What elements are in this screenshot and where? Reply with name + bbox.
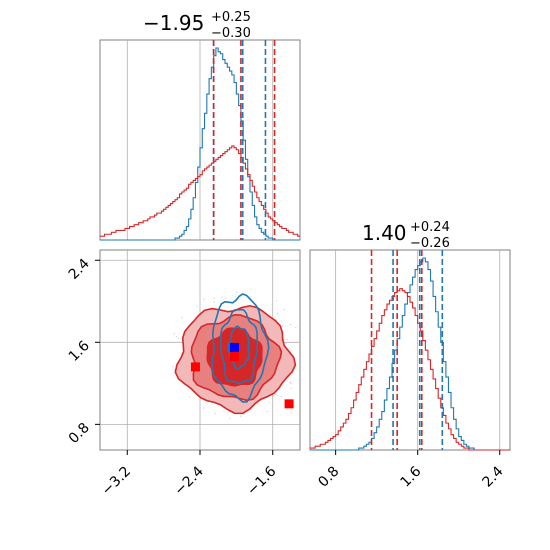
contour-level-1: [210, 293, 270, 403]
x-axis-ticks: 0.8 1.6 2.4: [315, 450, 507, 491]
scatter-point: [295, 327, 297, 329]
scatter-point: [213, 301, 215, 303]
scatter-point: [228, 411, 230, 413]
scatter-point: [281, 325, 284, 327]
scatter-point: [175, 335, 178, 338]
scatter-point: [173, 369, 176, 371]
square-marker: [230, 342, 240, 352]
contour-level-3: [227, 325, 250, 371]
panel-title-upper: +0.25: [211, 10, 251, 25]
scatter-point: [289, 381, 292, 383]
scatter-point: [196, 305, 198, 307]
grid-lines: [335, 250, 501, 450]
x-tick-label: 0.8: [315, 464, 342, 491]
scatter-point: [273, 394, 275, 396]
histogram-panel-param-1: −1.95 +0.25 −0.30: [99, 10, 301, 241]
scatter-point: [268, 401, 270, 403]
contour-panel: −3.2 −2.4 −1.6 0.8 1.6 2.4: [66, 249, 301, 499]
scatter-point: [290, 383, 292, 385]
marker-points: [190, 342, 294, 409]
x-axis-ticks: −3.2 −2.4 −1.6: [99, 450, 280, 499]
scatter-point: [280, 395, 282, 398]
panel-title-median: −1.95: [143, 11, 204, 35]
scatter-point: [286, 338, 288, 341]
square-marker: [284, 399, 294, 409]
scatter-point: [281, 320, 283, 322]
scatter-point: [202, 407, 205, 409]
scatter-point: [285, 342, 287, 345]
scatter-point: [234, 296, 237, 298]
quantile-lines: [212, 40, 276, 240]
scatter-point: [277, 312, 279, 314]
histogram-step-series-1: [310, 257, 510, 451]
square-marker: [230, 352, 240, 362]
panel-title-lower: −0.26: [410, 236, 450, 251]
scatter-point: [240, 415, 242, 417]
scatter-point: [221, 296, 223, 298]
x-tick-label: −2.4: [171, 463, 206, 498]
y-tick-label: 0.8: [66, 420, 93, 447]
scatter-point: [177, 337, 180, 339]
scatter-point: [172, 365, 174, 368]
scatter-point: [274, 393, 277, 396]
scatter-point: [213, 297, 215, 300]
x-tick-label: −3.2: [99, 464, 134, 499]
scatter-point: [275, 319, 278, 321]
panel-title-lower: −0.30: [211, 26, 251, 41]
scatter-point: [275, 300, 278, 302]
scatter-point: [276, 394, 279, 397]
y-axis-ticks: 0.8 1.6 2.4: [66, 256, 100, 447]
scatter-point: [181, 316, 183, 319]
scatter-point: [257, 403, 259, 405]
scatter-point: [203, 298, 205, 300]
y-tick-label: 1.6: [66, 338, 93, 365]
scatter-point: [283, 308, 285, 311]
histogram-step-series-2: [310, 288, 510, 451]
scatter-point: [266, 410, 268, 413]
quantile-lines: [370, 250, 444, 450]
scatter-point: [224, 297, 227, 299]
x-tick-label: −1.6: [244, 463, 279, 498]
contour-series-blue: [210, 293, 270, 403]
scatter-point: [180, 352, 182, 355]
scatter-point: [289, 323, 292, 326]
panel-title-median: 1.40: [362, 221, 407, 245]
scatter-point: [223, 410, 225, 413]
y-tick-label: 2.4: [66, 256, 93, 283]
scatter-point: [173, 333, 175, 335]
scatter-point: [214, 412, 216, 414]
contour-level-2: [220, 308, 259, 385]
histogram-frame: [309, 249, 511, 451]
scatter-point: [249, 295, 251, 298]
scatter-point: [188, 396, 191, 398]
scatter-point: [250, 288, 252, 291]
histogram-series: [310, 257, 510, 451]
x-tick-label: 2.4: [480, 463, 507, 490]
histogram-step-series-1: [100, 47, 300, 241]
scatter-point: [235, 291, 238, 293]
scatter-point: [283, 339, 285, 341]
histogram-panel-param-2: 0.8 1.6 2.4 1.40 +0.24 −0.26: [309, 220, 511, 491]
scatter-point: [229, 417, 231, 420]
scatter-point: [290, 387, 292, 390]
panel-title-upper: +0.24: [410, 220, 450, 235]
grid-lines: [126, 40, 274, 240]
square-marker: [190, 362, 200, 372]
x-tick-label: 1.6: [397, 463, 424, 490]
